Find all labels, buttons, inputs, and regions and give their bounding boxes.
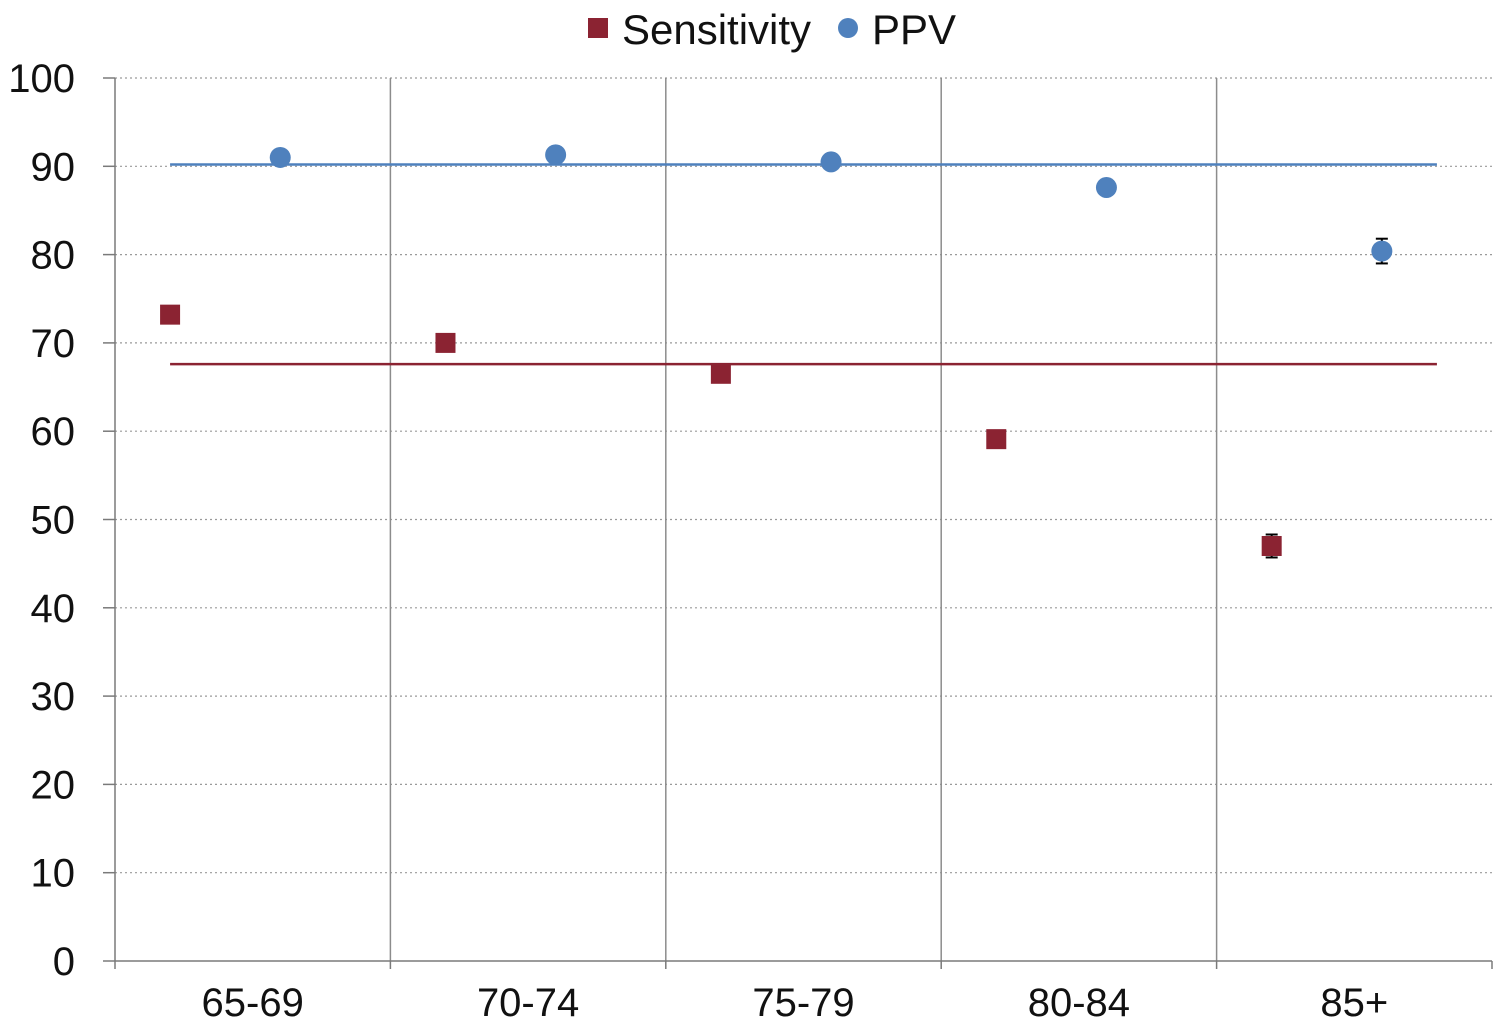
y-tick-label-80: 80 [31, 234, 76, 278]
point-sensitivity-65-69 [160, 304, 181, 325]
point-sensitivity-85+ [1261, 535, 1282, 556]
x-tick-label-65-69: 65-69 [202, 981, 304, 1024]
data-points-layer [160, 144, 1393, 559]
y-tick-label-70: 70 [31, 322, 76, 366]
y-tick-label-90: 90 [31, 145, 76, 189]
y-tick-label-30: 30 [31, 675, 76, 719]
point-ppv-75-79 [820, 151, 842, 173]
legend-label-ppv: PPV [872, 6, 956, 53]
point-sensitivity-70-74 [435, 332, 456, 353]
point-ppv-70-74 [545, 144, 567, 166]
legend-label-sensitivity: Sensitivity [622, 6, 811, 53]
grid-layer [115, 77, 1492, 961]
y-tick-label-40: 40 [31, 587, 76, 631]
legend-marker-ppv [838, 18, 858, 38]
legend-marker-sensitivity [588, 18, 608, 38]
point-sensitivity-80-84 [986, 429, 1007, 450]
x-tick-label-85+: 85+ [1320, 981, 1388, 1024]
point-ppv-65-69 [269, 146, 291, 168]
y-tick-label-0: 0 [53, 940, 75, 984]
y-tick-label-20: 20 [31, 763, 76, 807]
reference-lines-layer [170, 163, 1437, 366]
y-tick-label-100: 100 [8, 57, 75, 101]
axes-layer: 0 10 20 30 40 50 60 70 80 90 100 65-69 70-74 75-79 80-… [8, 57, 1493, 1024]
point-sensitivity-75-79 [710, 363, 731, 384]
point-ppv-80-84 [1095, 176, 1117, 198]
y-tick-label-50: 50 [31, 499, 76, 543]
x-tick-label-80-84: 80-84 [1028, 981, 1130, 1024]
y-tick-label-10: 10 [31, 852, 76, 896]
legend: Sensitivity PPV [588, 6, 956, 53]
point-ppv-85+ [1371, 240, 1393, 262]
x-tick-label-75-79: 75-79 [752, 981, 854, 1024]
y-tick-label-60: 60 [31, 410, 76, 454]
x-tick-label-70-74: 70-74 [477, 981, 579, 1024]
